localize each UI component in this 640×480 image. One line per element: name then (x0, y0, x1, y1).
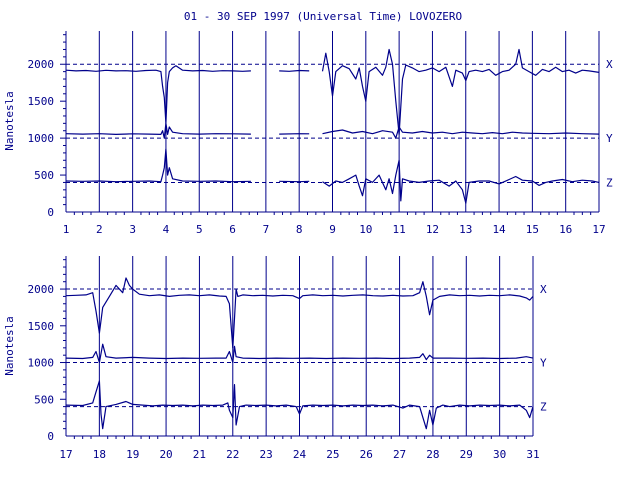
y-tick-label: 0 (47, 430, 54, 443)
bottom-panel: 0 500 1000 1500 2000 17 18 19 20 21 22 23 24 25 26 27 28… (3, 256, 547, 461)
x-tick-label: 17 (592, 223, 605, 236)
x-tick-label: 2 (96, 223, 103, 236)
x-tick-label: 12 (426, 223, 439, 236)
x-tick-label: 18 (93, 448, 106, 461)
y-tick-label: 1500 (28, 95, 55, 108)
series-x-trace (65, 65, 251, 124)
component-label-z: Z (540, 401, 547, 414)
x-tick-label: 1 (63, 223, 70, 236)
y-tick-label: 2000 (28, 58, 55, 71)
x-tick-label: 8 (296, 223, 303, 236)
y-axis-label: Nanotesla (3, 316, 16, 376)
chart-title: 01 - 30 SEP 1997 (Universal Time) LOVOZE… (184, 10, 462, 23)
x-tick-label: 17 (59, 448, 72, 461)
x-tick-label: 15 (526, 223, 539, 236)
x-tick-label: 20 (159, 448, 172, 461)
x-tick-label: 6 (229, 223, 236, 236)
component-label-z: Z (606, 176, 613, 189)
x-tick-label: 21 (193, 448, 206, 461)
x-tick-label: 29 (460, 448, 473, 461)
x-tick-label: 10 (359, 223, 372, 236)
y-tick-label: 500 (34, 169, 54, 182)
y-tick-label: 1000 (28, 132, 55, 145)
y-tick-label: 0 (47, 206, 54, 219)
x-tick-label: 30 (493, 448, 506, 461)
x-tick-label: 5 (196, 223, 203, 236)
x-tick-label: 23 (260, 448, 273, 461)
series-z-trace (65, 148, 251, 183)
component-label-x: X (606, 58, 613, 71)
x-tick-label: 16 (559, 223, 572, 236)
x-tick-label: 19 (126, 448, 139, 461)
x-tick-label: 22 (226, 448, 239, 461)
x-tick-label: 14 (492, 223, 506, 236)
series-y-trace (322, 126, 600, 139)
y-axis-label: Nanotesla (3, 91, 16, 151)
x-tick-label: 28 (426, 448, 439, 461)
x-tick-label: 4 (163, 223, 170, 236)
x-tick-label: 27 (393, 448, 406, 461)
y-tick-label: 1000 (28, 357, 55, 370)
x-tick-label: 31 (526, 448, 539, 461)
series-x-trace (321, 48, 600, 135)
series-x-trace (65, 277, 534, 349)
y-tick-label: 1500 (28, 320, 55, 333)
component-label-y: Y (606, 132, 613, 145)
y-tick-label: 2000 (28, 283, 55, 296)
series-y-trace (65, 122, 251, 139)
x-tick-label: 3 (129, 223, 136, 236)
x-tick-label: 26 (360, 448, 373, 461)
x-tick-label: 7 (263, 223, 270, 236)
x-tick-label: 13 (459, 223, 472, 236)
component-label-y: Y (540, 357, 547, 370)
x-tick-label: 9 (329, 223, 336, 236)
x-tick-label: 25 (326, 448, 339, 461)
series-z-trace (322, 159, 600, 204)
component-label-x: X (540, 283, 547, 296)
series-z-trace (65, 380, 534, 430)
series-x-trace (279, 69, 310, 72)
series-y-trace (65, 343, 534, 364)
x-tick-label: 11 (393, 223, 406, 236)
y-tick-label: 500 (34, 393, 54, 406)
x-tick-label: 24 (293, 448, 307, 461)
